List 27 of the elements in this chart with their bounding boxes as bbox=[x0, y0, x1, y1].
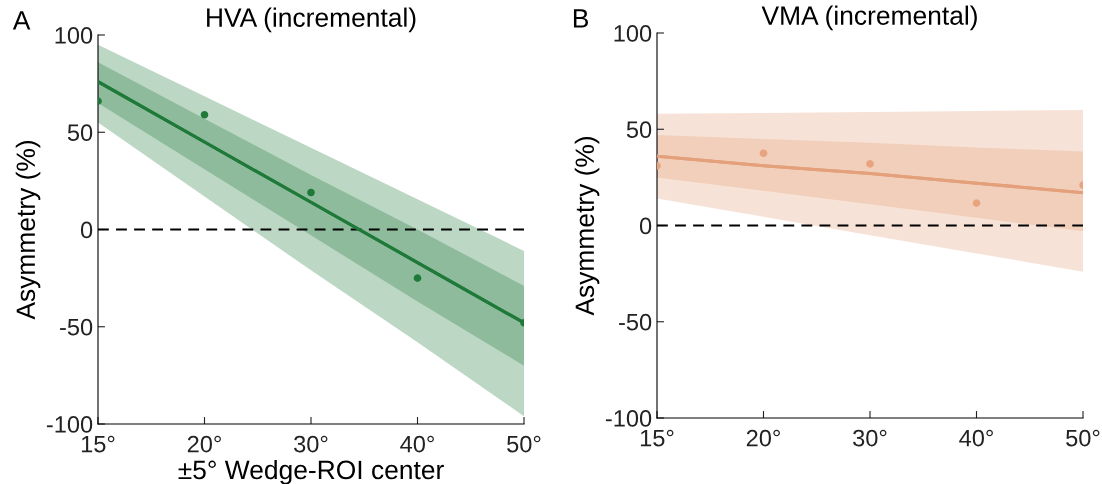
chart-title: VMA (incremental) bbox=[761, 5, 977, 31]
y-axis-title: Asymmetry (%) bbox=[574, 136, 600, 316]
x-tick-label: 20° bbox=[746, 429, 780, 447]
x-tick-label: 20° bbox=[187, 435, 221, 453]
y-tick-label: -100 bbox=[605, 410, 652, 427]
y-tick-label: 50 bbox=[67, 124, 93, 142]
x-tick-label: 30° bbox=[294, 435, 328, 453]
chart-title: HVA (incremental) bbox=[207, 7, 416, 33]
y-tick-label: 50 bbox=[626, 121, 652, 139]
x-tick-label: 40° bbox=[400, 435, 434, 453]
text: A bbox=[12, 11, 31, 30]
y-tick-label: 100 bbox=[55, 27, 93, 44]
x-tick-label: 50° bbox=[507, 435, 541, 453]
y-tick-label: 0 bbox=[639, 217, 652, 235]
y-tick-label: -50 bbox=[60, 318, 93, 336]
x-axis-title: ±5° Wedge-ROI center bbox=[178, 459, 444, 484]
x-tick-label: 15° bbox=[640, 429, 674, 447]
y-tick-label: 0 bbox=[80, 221, 93, 239]
x-tick-label: 15° bbox=[81, 435, 115, 453]
x-tick-label: 30° bbox=[853, 429, 887, 447]
y-axis-title: Asymmetry (%) bbox=[15, 140, 41, 320]
y-tick-label: 100 bbox=[614, 25, 652, 42]
y-tick-label: -100 bbox=[46, 416, 93, 433]
x-tick-label: 40° bbox=[959, 429, 993, 447]
y-tick-label: -50 bbox=[619, 313, 652, 331]
text: B bbox=[573, 9, 589, 28]
x-tick-label: 50° bbox=[1066, 429, 1100, 447]
